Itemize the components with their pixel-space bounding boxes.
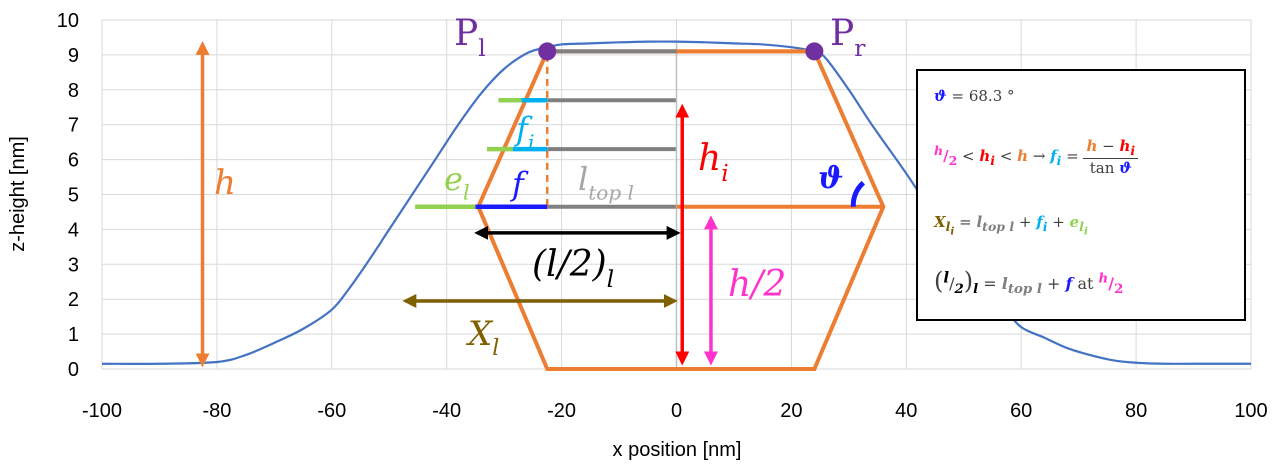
y-tick-label: 5 — [68, 185, 79, 207]
label-x-l: Xl — [465, 314, 499, 361]
x-tick-label: 40 — [895, 400, 917, 422]
y-axis-title: z-height [nm] — [7, 136, 29, 252]
label-l-top: ltop l — [578, 160, 634, 205]
x-tick-labels: -100 -80 -60 -40 -20 0 20 40 60 80 100 — [82, 400, 1268, 422]
x-tick-label: -20 — [547, 400, 576, 422]
x-tick-label: -60 — [317, 400, 346, 422]
label-e-l: el — [444, 160, 470, 205]
label-theta: ϑ — [818, 161, 843, 196]
equation-x-l: Xli = ltop l + fi + eli — [934, 213, 1088, 238]
equation-f-i: h/2 < hi < h → fi = h − hi tan ϑ — [934, 137, 1139, 177]
y-tick-label: 9 — [68, 45, 79, 67]
equation-theta: ϑ = 68.3 ° — [934, 87, 1015, 105]
label-l-half: (l/2)l — [532, 244, 614, 293]
x-axis-title: x position [nm] — [613, 439, 742, 461]
y-tick-label: 8 — [68, 80, 79, 102]
x-tick-label: 60 — [1010, 400, 1032, 422]
label-h-i: hi — [698, 138, 729, 187]
y-tick-labels: 0 1 2 3 4 5 6 7 8 9 10 — [57, 10, 79, 381]
y-tick-label: 2 — [68, 289, 79, 311]
label-h-half: h/2 — [728, 264, 786, 305]
y-tick-label: 10 — [57, 10, 79, 32]
y-tick-label: 4 — [68, 219, 79, 241]
x-tick-label: -100 — [82, 400, 122, 422]
x-tick-label: 20 — [780, 400, 802, 422]
x-tick-label: -80 — [202, 400, 231, 422]
label-h: h — [214, 163, 236, 203]
x-tick-label: 100 — [1234, 400, 1267, 422]
equation-box: ϑ = 68.3 ° h/2 < hi < h → fi = h − hi tan… — [916, 69, 1246, 321]
y-tick-label: 7 — [68, 115, 79, 137]
y-tick-label: 1 — [68, 324, 79, 346]
label-p-left: Pl — [454, 13, 486, 62]
y-tick-label: 0 — [68, 359, 79, 381]
theta-arc — [850, 180, 866, 207]
label-f-i: fi — [514, 110, 535, 155]
x-tick-label: 0 — [671, 400, 682, 422]
point-p-right — [805, 42, 824, 61]
y-tick-label: 3 — [68, 254, 79, 276]
series-layer — [101, 40, 1251, 365]
equation-l-half: (l/2)l = ltop l + f at h/2 — [934, 267, 1124, 298]
profile-series-line — [101, 40, 1251, 365]
label-f: f — [510, 165, 529, 203]
x-tick-label: 80 — [1125, 400, 1147, 422]
x-tick-label: -40 — [432, 400, 461, 422]
y-tick-label: 6 — [68, 150, 79, 172]
geometry-overlay — [195, 40, 886, 371]
point-p-left — [538, 42, 557, 61]
label-p-right: Pr — [830, 13, 866, 62]
